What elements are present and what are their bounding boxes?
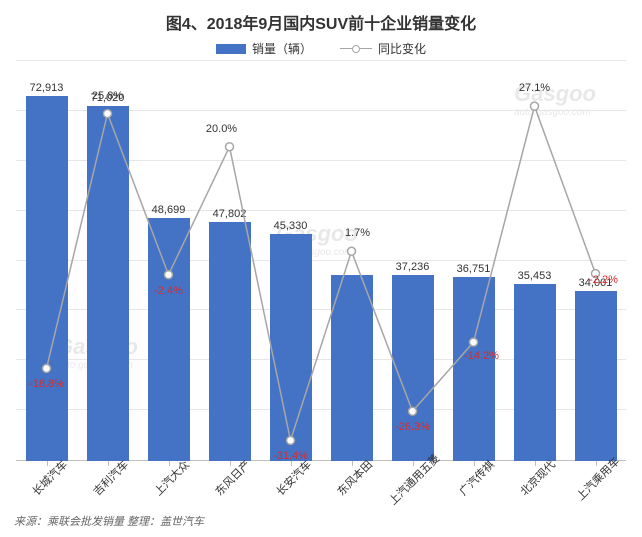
bar-value-label: 45,330: [270, 220, 312, 232]
legend-bar-item: 销量（辆）: [216, 40, 312, 57]
change-label: -2.2%: [589, 274, 618, 286]
x-axis-label: 东风本田: [333, 457, 375, 499]
plot-area: Gasgooauto.gasgoo.com Gasgooauto.gasgoo.…: [16, 61, 626, 461]
x-axis-label: 北京现代: [516, 457, 558, 499]
chart-title: 图4、2018年9月国内SUV前十企业销量变化: [14, 10, 628, 34]
bar: 48,699: [148, 218, 190, 461]
change-label: 20.0%: [206, 123, 237, 135]
change-label: -2.4%: [154, 285, 183, 297]
bar-value-label: 35,453: [514, 270, 556, 282]
bar-value-label: 37,236: [392, 261, 434, 273]
bar-value-label: 72,913: [26, 82, 68, 94]
bar: 34,001: [575, 291, 617, 461]
change-label: 1.7%: [345, 227, 370, 239]
bar: 72,913: [26, 96, 68, 461]
chart-container: 图4、2018年9月国内SUV前十企业销量变化 销量（辆） 同比变化 Gasgo…: [0, 0, 642, 537]
bar: 71,020: [87, 106, 129, 461]
change-label: -26.3%: [395, 421, 430, 433]
change-label: -14.2%: [464, 350, 499, 362]
change-label: 25.8%: [92, 90, 123, 102]
x-axis-label: 东风日产: [211, 457, 253, 499]
legend-bar-swatch: [216, 44, 246, 54]
x-axis-label: 上汽大众: [150, 457, 192, 499]
bar-value-label: 36,751: [453, 263, 495, 275]
x-axis-label: 长城汽车: [28, 457, 70, 499]
source-text: 来源：乘联会批发销量 整理：盖世汽车: [14, 513, 204, 529]
x-axis-label: 长安汽车: [272, 457, 314, 499]
bar: 45,330: [270, 234, 312, 461]
legend-line-item: 同比变化: [340, 40, 426, 57]
bar: 35,453: [514, 284, 556, 461]
bar: 47,802: [209, 222, 251, 461]
legend-line-swatch: [340, 45, 372, 53]
change-label: -18.8%: [29, 378, 64, 390]
x-axis-label: 广汽传祺: [455, 457, 497, 499]
change-label: 27.1%: [519, 82, 550, 94]
legend-bar-label: 销量（辆）: [252, 40, 312, 57]
x-axis-label: 上汽乘用车: [572, 453, 622, 503]
bar-value-label: 48,699: [148, 204, 190, 216]
legend: 销量（辆） 同比变化: [14, 40, 628, 57]
bar-value-label: 47,802: [209, 208, 251, 220]
legend-line-label: 同比变化: [378, 40, 426, 57]
bar: 36,751: [453, 277, 495, 461]
x-axis-label: 吉利汽车: [89, 457, 131, 499]
bar: [331, 275, 373, 461]
